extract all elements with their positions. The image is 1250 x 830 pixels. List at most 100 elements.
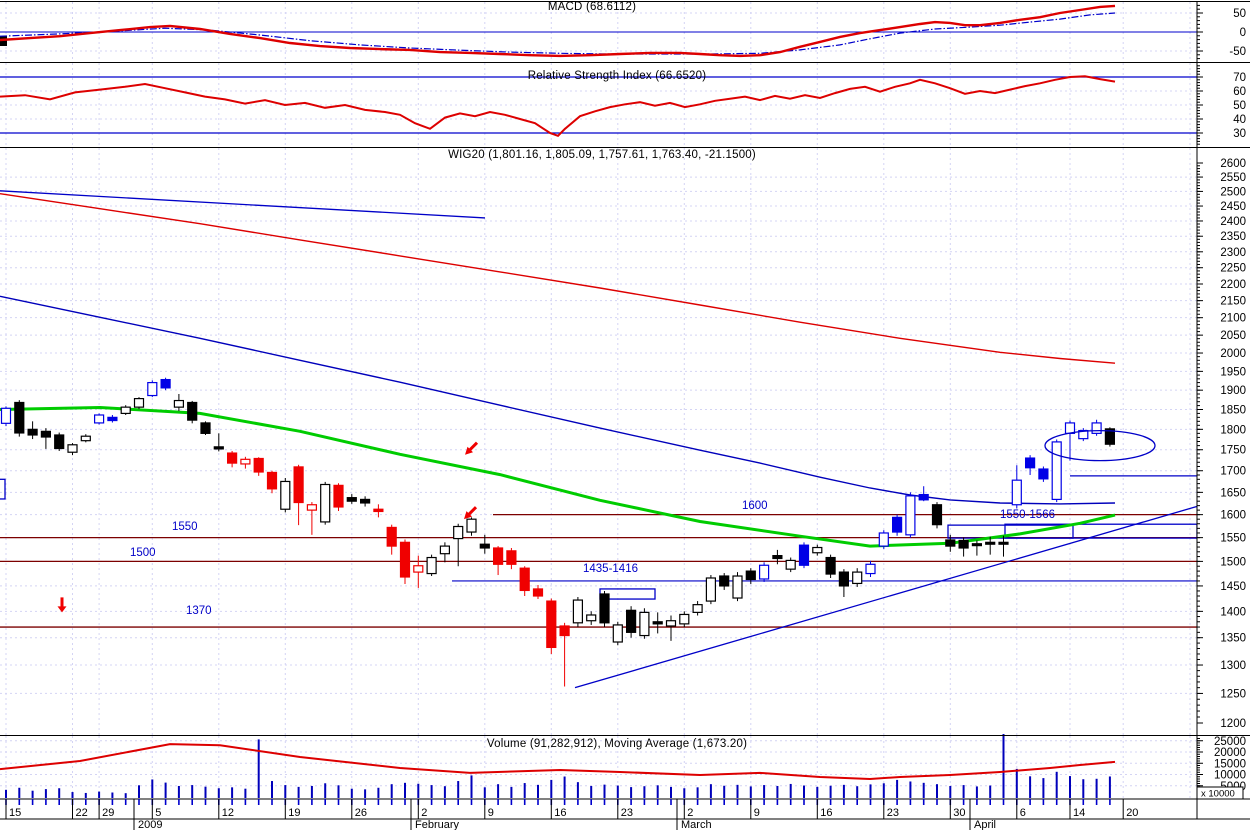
candle <box>838 569 850 598</box>
price-level-label: 1550-1566 <box>1000 509 1055 521</box>
volume-panel <box>0 734 1116 798</box>
axis-label: 2050 <box>1220 330 1246 342</box>
candle <box>665 615 677 641</box>
rsi-panel-title: Relative Strength Index (66.6520) <box>527 70 707 82</box>
candle <box>918 486 929 502</box>
axis-label: 1450 <box>1220 581 1246 593</box>
axis-label: 20000 <box>1214 747 1246 759</box>
date-label: 2 <box>687 807 693 819</box>
date-label: 12 <box>222 807 234 819</box>
price-ma-slow <box>0 193 1116 364</box>
candle <box>825 554 836 578</box>
candle <box>732 572 743 602</box>
candle <box>639 608 650 639</box>
candle <box>240 456 251 469</box>
highlight-ellipse <box>1044 429 1156 462</box>
zone-box <box>0 478 6 500</box>
candle <box>107 414 118 423</box>
date-label: 20 <box>1126 807 1138 819</box>
candle <box>479 534 490 554</box>
axis-label: 1550 <box>1220 533 1246 545</box>
axis-label: 1500 <box>1220 556 1246 568</box>
price-ma-fast <box>0 405 1116 548</box>
candle <box>878 530 889 549</box>
axis-label: 1600 <box>1220 510 1246 522</box>
axis-label: 60 <box>1233 86 1246 98</box>
axis-label: 2500 <box>1220 186 1246 198</box>
candle <box>373 504 384 518</box>
rsi-line <box>0 75 1116 137</box>
macd-signal-line <box>0 12 1116 55</box>
zone-box <box>1004 523 1197 539</box>
candle <box>133 397 145 410</box>
date-label: 22 <box>76 807 88 819</box>
candle <box>439 542 450 563</box>
axis-label: 1350 <box>1220 633 1246 645</box>
candle <box>346 494 357 504</box>
candle <box>173 393 184 412</box>
candle <box>93 413 105 425</box>
candle <box>213 433 224 452</box>
red-arrow-annotation <box>464 506 478 520</box>
date-label: 30 <box>953 807 965 819</box>
axis-label: -50 <box>1229 46 1246 58</box>
candle <box>1024 455 1036 476</box>
candle <box>945 534 956 552</box>
candle <box>333 483 344 512</box>
axis-label: 1900 <box>1220 385 1246 397</box>
macd-panel-title: MACD (68.6112) <box>547 1 637 13</box>
price-level-label: 1370 <box>186 605 212 617</box>
axis-label: 1200 <box>1220 718 1246 730</box>
candle <box>586 611 597 625</box>
candle <box>399 539 411 584</box>
candle <box>745 568 756 584</box>
candle <box>625 606 637 638</box>
price-level-label: 1435-1416 <box>583 563 638 575</box>
month-label: February <box>415 819 460 830</box>
axis-label: 2150 <box>1220 296 1246 308</box>
candle <box>692 601 703 616</box>
candles-layer <box>0 377 1116 687</box>
rsi-panel <box>0 75 1197 137</box>
axis-label: 2100 <box>1220 313 1246 325</box>
trendline <box>574 505 1197 689</box>
month-label: March <box>681 819 712 830</box>
candle <box>599 590 610 628</box>
axis-label: 1700 <box>1220 466 1246 478</box>
price-panel-title: WIG20 (1,801.16, 1,805.09, 1,757.61, 1,7… <box>448 149 756 161</box>
candle <box>1051 439 1062 503</box>
macd-panel <box>0 4 1197 58</box>
candle <box>572 597 584 628</box>
candle <box>506 547 517 570</box>
candle <box>785 557 796 573</box>
candle <box>14 400 25 437</box>
candle <box>772 549 783 565</box>
candle <box>320 481 331 525</box>
candle <box>798 542 810 569</box>
axis-label: 1650 <box>1220 487 1246 499</box>
month-label: 2009 <box>138 819 162 830</box>
axis-label: 2200 <box>1220 279 1246 291</box>
candle <box>266 470 278 494</box>
candle <box>493 546 504 576</box>
candle <box>546 598 557 654</box>
axis-label: 1800 <box>1220 424 1246 436</box>
candle <box>54 432 65 451</box>
candle <box>1064 420 1076 461</box>
axis-label: 1400 <box>1220 606 1246 618</box>
axis-label: 2350 <box>1220 231 1246 243</box>
candle <box>40 428 52 449</box>
candle <box>891 514 903 536</box>
date-label: 2 <box>421 807 427 819</box>
candle <box>80 434 91 443</box>
right-axis: 50 0 -50 70 60 50 40 30 1200 1250 1300 1350 1400 1450… <box>1196 4 1246 800</box>
candle <box>227 450 238 468</box>
candle <box>559 622 570 687</box>
date-label: 16 <box>820 807 832 819</box>
candle <box>958 537 969 557</box>
month-label: April <box>974 819 996 830</box>
date-label: 9 <box>488 807 494 819</box>
